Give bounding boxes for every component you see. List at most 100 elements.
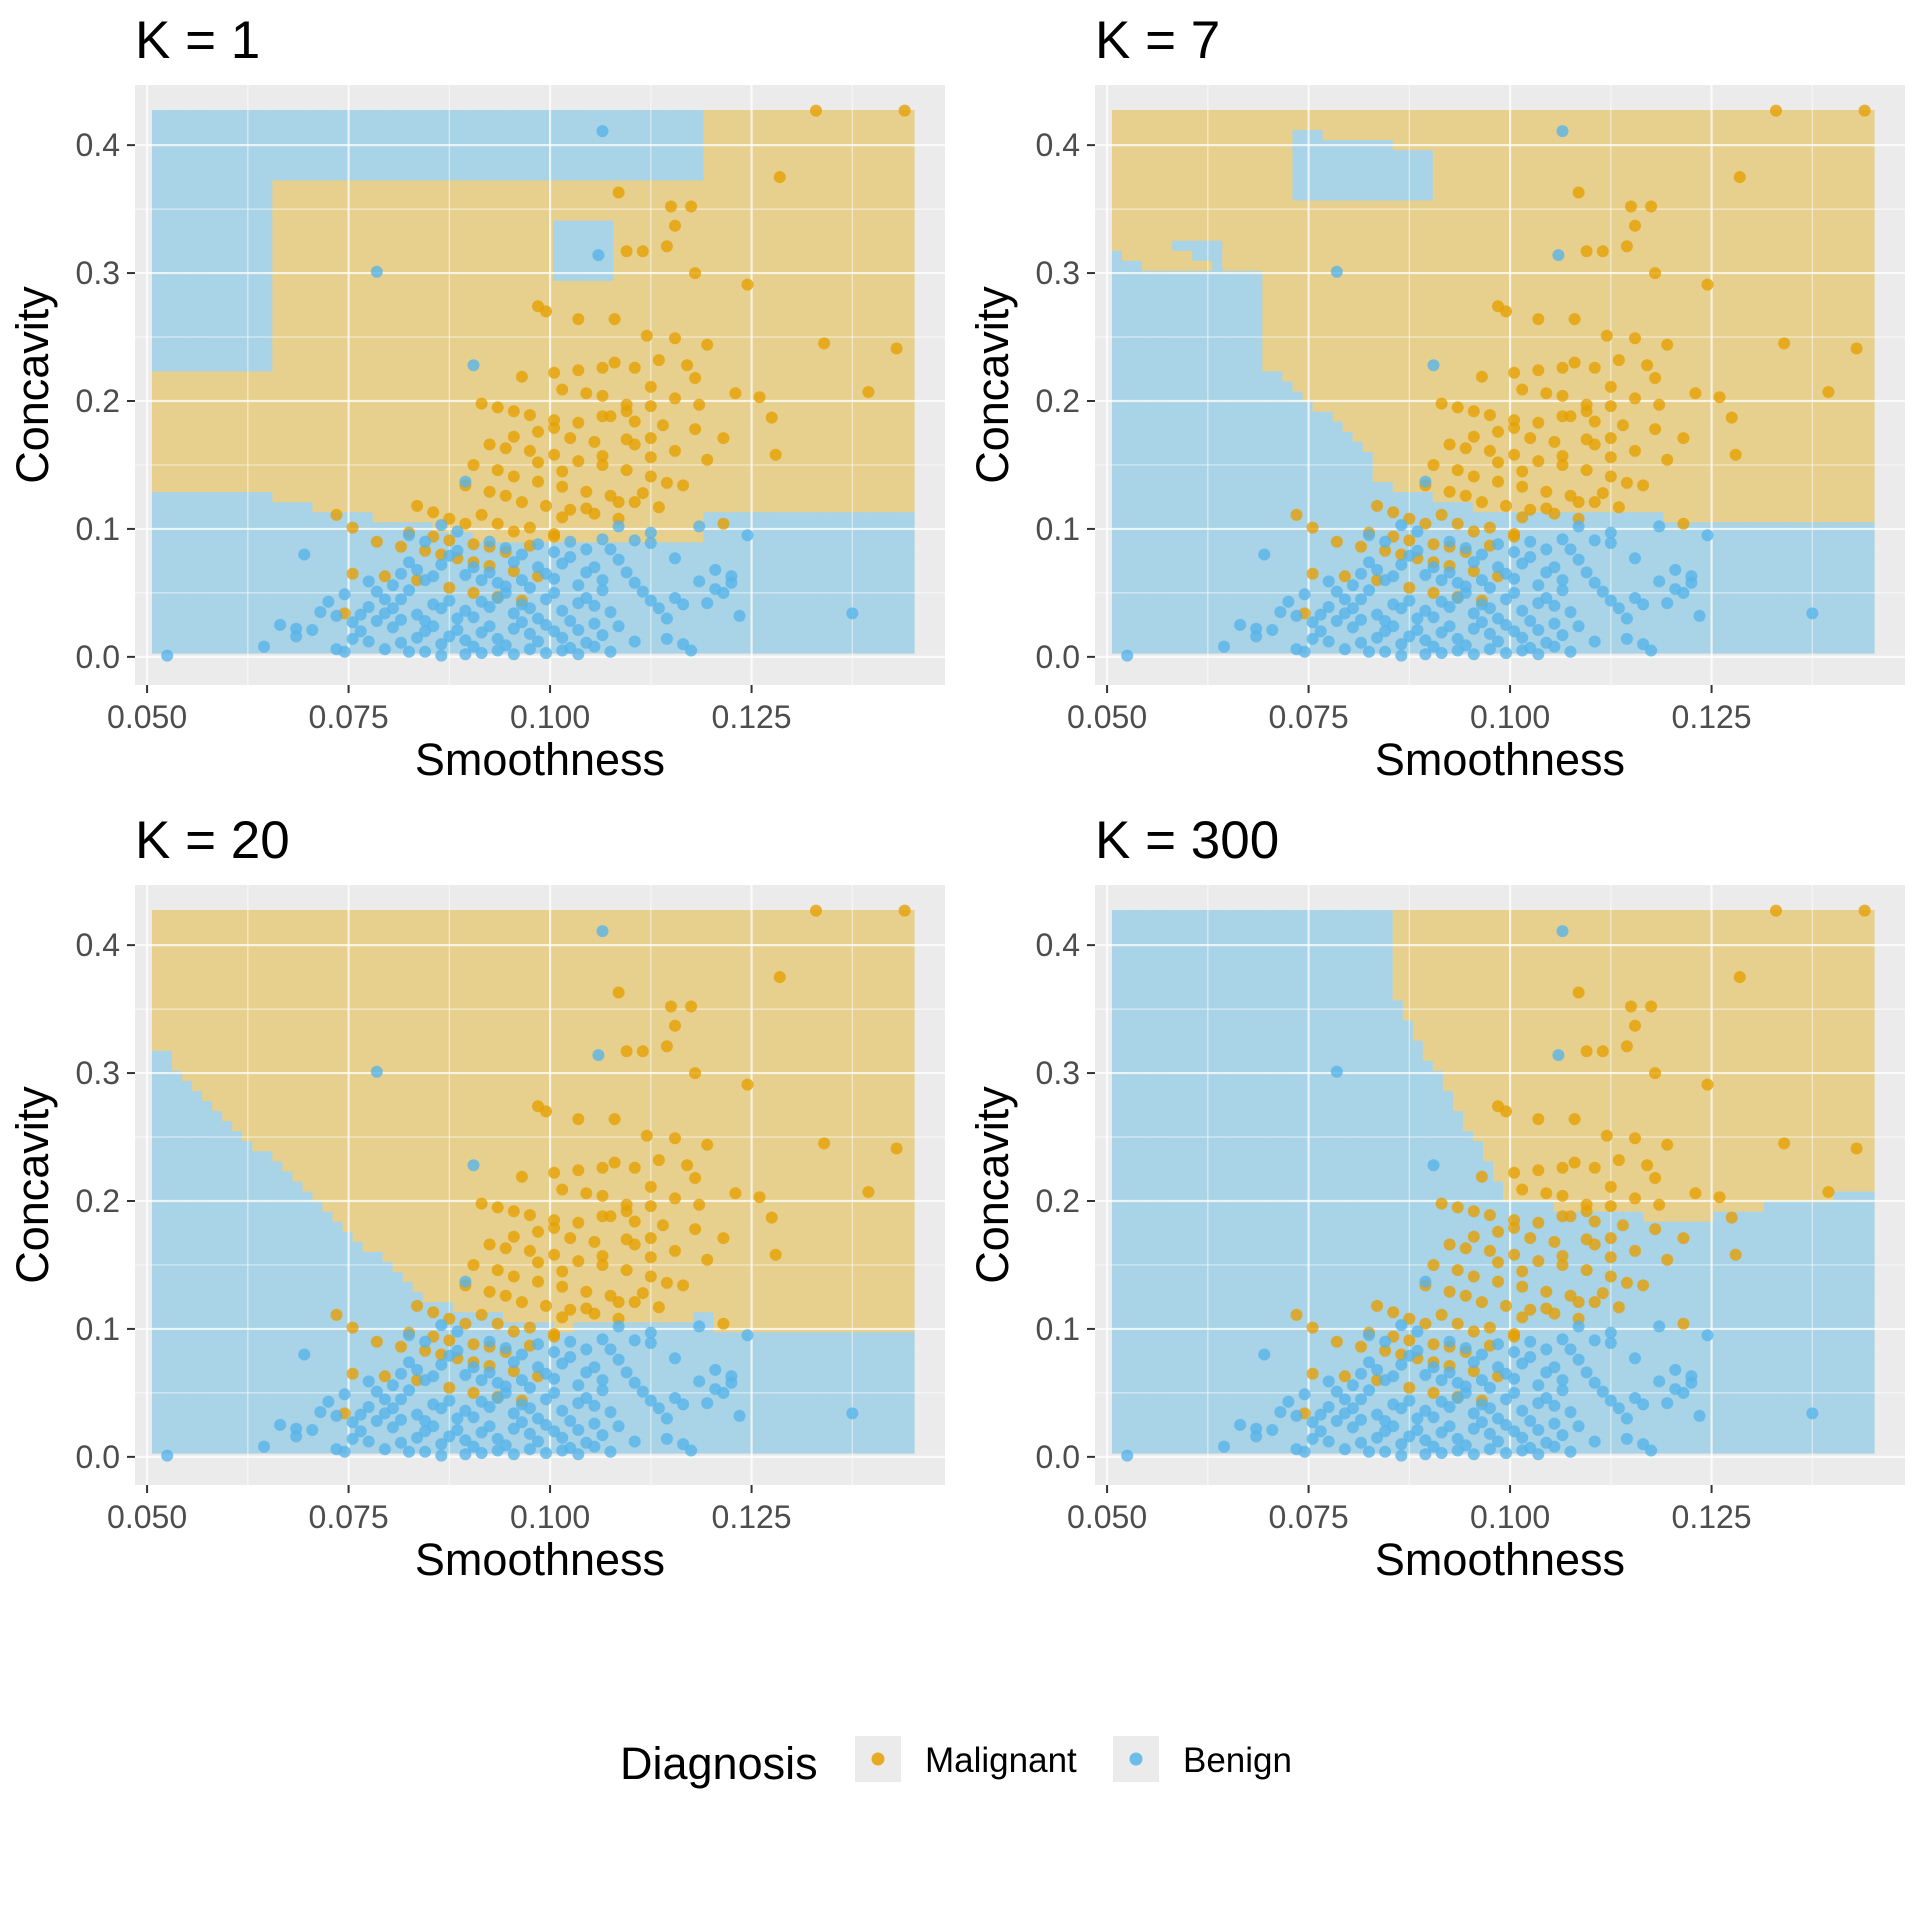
region-cell (823, 260, 835, 272)
region-cell (402, 280, 414, 292)
region-cell (172, 612, 183, 624)
region-cell (1152, 612, 1163, 624)
region-cell (182, 512, 193, 523)
region-cell (613, 391, 624, 403)
region-cell (1162, 431, 1173, 443)
region-cell (593, 291, 604, 302)
region-cell (382, 301, 394, 312)
region-cell (833, 371, 845, 383)
region-cell (292, 431, 303, 443)
region-cell (873, 612, 885, 624)
region-cell (683, 280, 694, 292)
region-cell (833, 260, 845, 272)
region-cell (292, 401, 303, 413)
region-cell (1132, 572, 1143, 584)
region-cell (863, 602, 875, 614)
region-cell (422, 120, 434, 131)
region-cell (823, 592, 835, 604)
region-cell (1132, 632, 1143, 644)
region-cell (412, 512, 424, 523)
region-cell (452, 190, 464, 202)
region-cell (1182, 572, 1193, 584)
region-cell (352, 240, 364, 252)
region-cell (322, 421, 333, 433)
region-cell (182, 492, 193, 503)
region-cell (332, 401, 344, 413)
region-cell (322, 210, 333, 222)
region-cell (543, 351, 554, 362)
region-cell (633, 321, 644, 332)
region-cell (643, 160, 654, 171)
region-cell (472, 180, 484, 192)
region-cell (222, 250, 233, 262)
region-cell (613, 321, 624, 332)
region-cell (422, 401, 434, 413)
region-cell (843, 602, 855, 614)
region-cell (332, 260, 344, 272)
region-cell (533, 602, 544, 614)
region-cell (462, 502, 474, 513)
region-cell (573, 280, 584, 292)
region-cell (282, 351, 293, 362)
region-cell (332, 381, 344, 393)
point-malignant (596, 450, 609, 462)
point-malignant (499, 489, 512, 502)
region-cell (202, 321, 213, 332)
region-cell (1152, 632, 1163, 644)
region-cell (1112, 431, 1123, 443)
region-cell (723, 472, 735, 483)
region-cell (733, 250, 745, 262)
region-cell (312, 532, 323, 543)
region-cell (392, 160, 404, 171)
region-cell (573, 200, 584, 212)
region-cell (282, 522, 293, 533)
region-cell (302, 301, 313, 312)
region-cell (232, 451, 243, 463)
region-cell (783, 421, 795, 433)
region-cell (282, 341, 293, 352)
region-cell (603, 291, 614, 302)
point-benign (532, 561, 544, 574)
region-cell (472, 421, 484, 433)
region-cell (783, 461, 795, 473)
region-cell (873, 381, 885, 393)
region-cell (633, 180, 644, 192)
region-cell (272, 431, 283, 443)
region-cell (272, 150, 283, 161)
region-cell (152, 461, 163, 473)
region-cell (1162, 280, 1173, 292)
region-cell (1182, 642, 1193, 654)
region-cell (623, 512, 634, 523)
region-cell (402, 451, 414, 463)
region-cell (533, 502, 544, 513)
point-malignant (411, 499, 424, 512)
region-cell (693, 280, 704, 292)
point-malignant (765, 411, 778, 424)
region-cell (332, 632, 344, 644)
region-cell (272, 371, 283, 383)
region-cell (1162, 240, 1173, 252)
region-cell (1112, 451, 1123, 463)
region-cell (362, 451, 374, 463)
region-cell (162, 200, 173, 212)
region-cell (843, 632, 855, 644)
region-cell (352, 512, 364, 523)
region-cell (1192, 180, 1203, 192)
region-cell (643, 562, 654, 574)
region-cell (502, 301, 514, 312)
region-cell (533, 512, 544, 523)
region-cell (512, 451, 524, 463)
region-cell (502, 371, 514, 383)
region-cell (192, 562, 203, 574)
region-cell (452, 200, 464, 212)
region-cell (553, 220, 564, 232)
region-cell (613, 381, 624, 393)
region-cell (392, 210, 404, 222)
region-cell (763, 250, 775, 262)
region-cell (563, 602, 574, 614)
region-cell (833, 391, 845, 403)
region-cell (272, 632, 283, 644)
region-cell (172, 260, 183, 272)
region-cell (422, 260, 434, 272)
region-cell (172, 371, 183, 383)
